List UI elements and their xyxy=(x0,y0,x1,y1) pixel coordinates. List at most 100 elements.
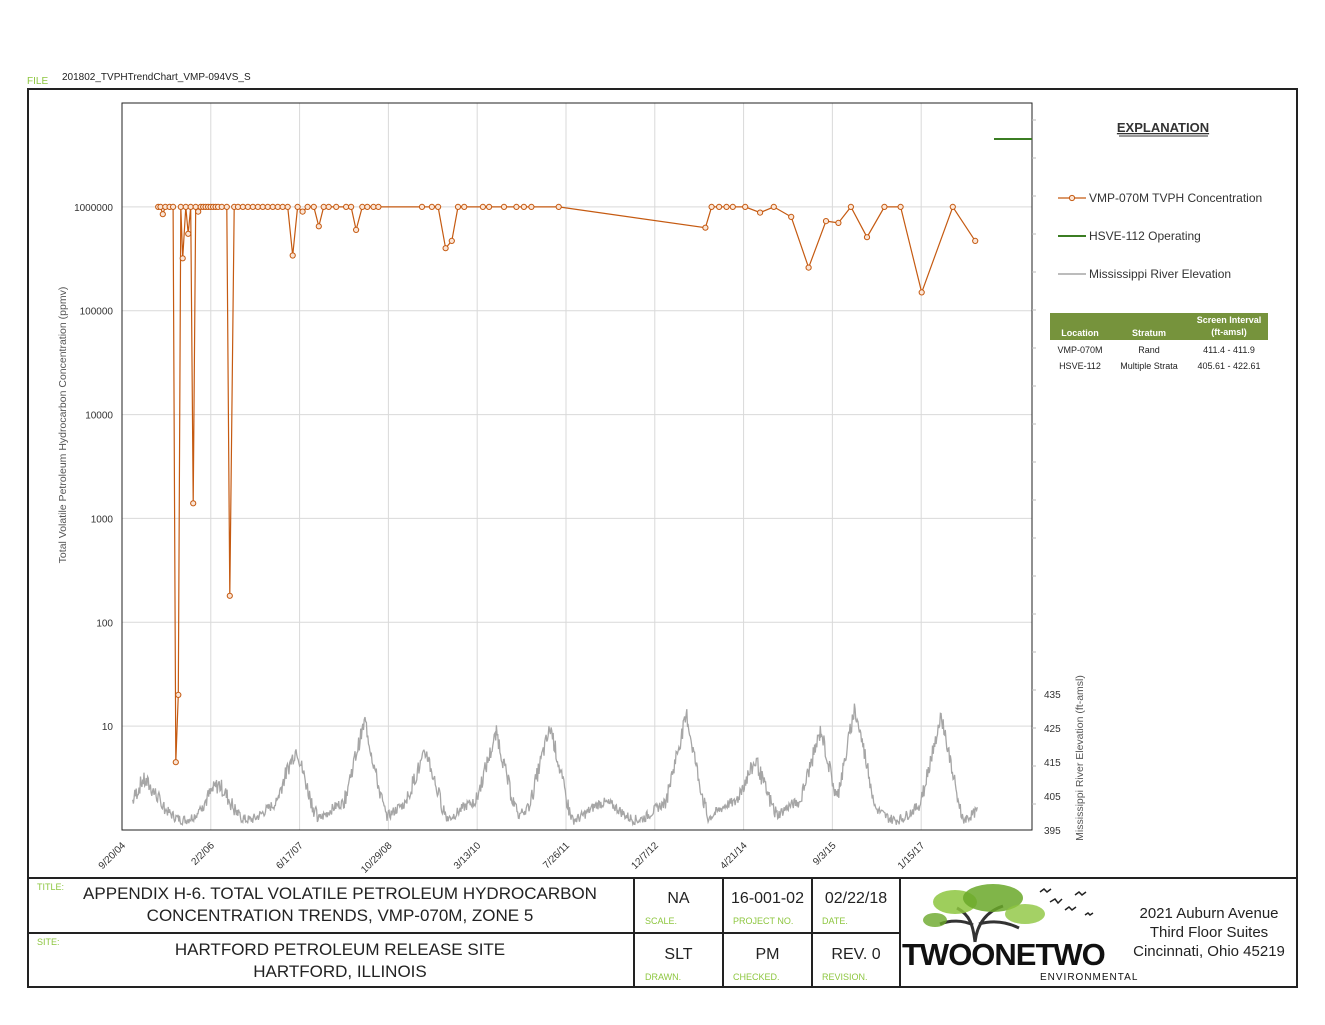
tvph-point xyxy=(863,234,871,241)
y-right-tick-label: 425 xyxy=(1044,724,1061,735)
tvph-point xyxy=(179,255,186,262)
tvph-point xyxy=(835,219,842,226)
tvph-point xyxy=(244,203,251,210)
x-tick-label: 12/7/12 xyxy=(630,840,662,872)
tvph-point xyxy=(269,203,276,210)
tvph-point xyxy=(555,203,562,210)
x-tick-label: 3/13/10 xyxy=(452,840,484,872)
legend-label: VMP-070M TVPH Concentration xyxy=(1089,191,1262,205)
x-axis-ticks: 9/20/04 2/2/06 6/17/07 10/29/08 3/13/10 7/26/… xyxy=(97,840,928,876)
title-block-top-border xyxy=(27,877,1298,879)
tvph-point xyxy=(881,203,888,210)
project-label: PROJECT NO. xyxy=(733,916,794,926)
tvph-point xyxy=(822,218,830,225)
drawing-frame xyxy=(27,88,1298,988)
table-cell: 411.4 - 411.9 xyxy=(1203,345,1255,355)
title-block-divider-3 xyxy=(811,877,813,988)
tvph-point xyxy=(702,224,709,231)
title-block-mid-border xyxy=(27,932,900,934)
y-axis-left-title: Total Volatile Petroleum Hydrocarbon Con… xyxy=(57,287,69,564)
table-header-bg xyxy=(1050,313,1268,340)
tvph-point xyxy=(359,203,366,210)
legend: VMP-070M TVPH Concentration HSVE-112 Oper… xyxy=(1058,191,1262,281)
tvph-point xyxy=(770,203,777,210)
legend-marker xyxy=(1068,194,1076,202)
tvph-point xyxy=(177,203,184,210)
table-header-cell: (ft-amsl) xyxy=(1211,327,1247,337)
logo-tree-icon xyxy=(923,884,1094,943)
y-right-tick-label: 415 xyxy=(1044,758,1061,769)
tvph-point xyxy=(918,289,925,296)
address-line-2: Third Floor Suites xyxy=(1149,924,1269,941)
title-line-1: APPENDIX H-6. TOTAL VOLATILE PETROLEUM H… xyxy=(83,884,597,903)
x-tick-label: 2/2/06 xyxy=(189,840,217,868)
tvph-point xyxy=(289,252,296,259)
tvph-point xyxy=(897,203,904,210)
y-right-tick-label: 405 xyxy=(1044,792,1061,803)
y-axis-right-title: Mississippi River Elevation (ft-amsl) xyxy=(1074,675,1086,841)
tvph-point xyxy=(187,203,194,210)
tvph-series xyxy=(155,203,979,766)
tvph-point xyxy=(264,203,271,210)
tvph-point xyxy=(223,203,230,210)
tvph-point xyxy=(284,203,291,210)
tvph-point xyxy=(428,203,435,210)
tvph-point xyxy=(279,203,286,210)
tvph-point xyxy=(708,203,715,210)
file-name: 201802_TVPHTrendChart_VMP-094VS_S xyxy=(62,72,251,83)
x-tick-label: 1/15/17 xyxy=(896,840,928,872)
tvph-point xyxy=(949,203,956,210)
tvph-point xyxy=(486,203,493,210)
tvph-point xyxy=(170,203,177,210)
tvph-point xyxy=(239,203,246,210)
site-line-1: HARTFORD PETROLEUM RELEASE SITE xyxy=(174,940,506,959)
screen-interval-table: Location Stratum Screen Interval (ft-amsl) V… xyxy=(1050,313,1268,371)
checked-value: PM xyxy=(755,946,780,963)
table-header-cell: Stratum xyxy=(1132,328,1166,338)
table-cell: VMP-070M xyxy=(1057,345,1102,355)
river-series xyxy=(132,703,978,827)
river-elevation-line xyxy=(132,703,978,827)
legend-label: Mississippi River Elevation xyxy=(1089,267,1231,281)
address-line-1: 2021 Auburn Avenue xyxy=(1139,905,1279,922)
plot-area xyxy=(121,102,1033,831)
right-axis-ticks: 395 405 415 425 435 xyxy=(1032,119,1061,837)
x-tick-label: 10/29/08 xyxy=(359,840,395,876)
x-tick-label: 4/21/14 xyxy=(718,840,750,872)
tvph-point xyxy=(299,208,306,215)
tvph-point xyxy=(310,203,317,210)
tvph-point xyxy=(448,237,455,244)
checked-label: CHECKED. xyxy=(733,972,780,982)
logo-wordmark: TWOONETWO xyxy=(902,937,1106,972)
title-block-divider-1 xyxy=(633,877,635,988)
scale-label: SCALE. xyxy=(645,916,678,926)
address-line-3: Cincinnati, Ohio 45219 xyxy=(1133,943,1285,960)
y-right-tick-label: 395 xyxy=(1044,826,1061,837)
explanation-title: EXPLANATION xyxy=(1117,120,1209,135)
y-left-tick-label: 10000 xyxy=(85,411,113,422)
tvph-point xyxy=(520,203,528,210)
tvph-point xyxy=(479,203,486,210)
tvph-point xyxy=(159,211,166,218)
tvph-point xyxy=(249,203,256,210)
title-block-divider-2 xyxy=(722,877,724,988)
tvph-point xyxy=(742,203,749,210)
tvph-point xyxy=(729,203,736,210)
tvph-point xyxy=(716,203,723,210)
tvph-point xyxy=(500,203,508,210)
x-tick-label: 7/26/11 xyxy=(541,840,572,871)
revision-value: REV. 0 xyxy=(831,946,881,963)
tvph-point xyxy=(461,203,468,210)
tvph-point xyxy=(294,203,301,210)
table-cell: Multiple Strata xyxy=(1120,361,1178,371)
chart-grid xyxy=(121,103,1032,831)
title-line-2: CONCENTRATION TRENDS, VMP-070M, ZONE 5 xyxy=(146,906,534,925)
tvph-point xyxy=(528,203,535,210)
y-left-tick-label: 1000 xyxy=(91,514,114,525)
scale-value: NA xyxy=(667,890,690,907)
tvph-point xyxy=(972,237,979,244)
tvph-point xyxy=(333,203,340,210)
legend-label: HSVE-112 Operating xyxy=(1089,229,1201,243)
table-header-cell: Location xyxy=(1061,328,1099,338)
